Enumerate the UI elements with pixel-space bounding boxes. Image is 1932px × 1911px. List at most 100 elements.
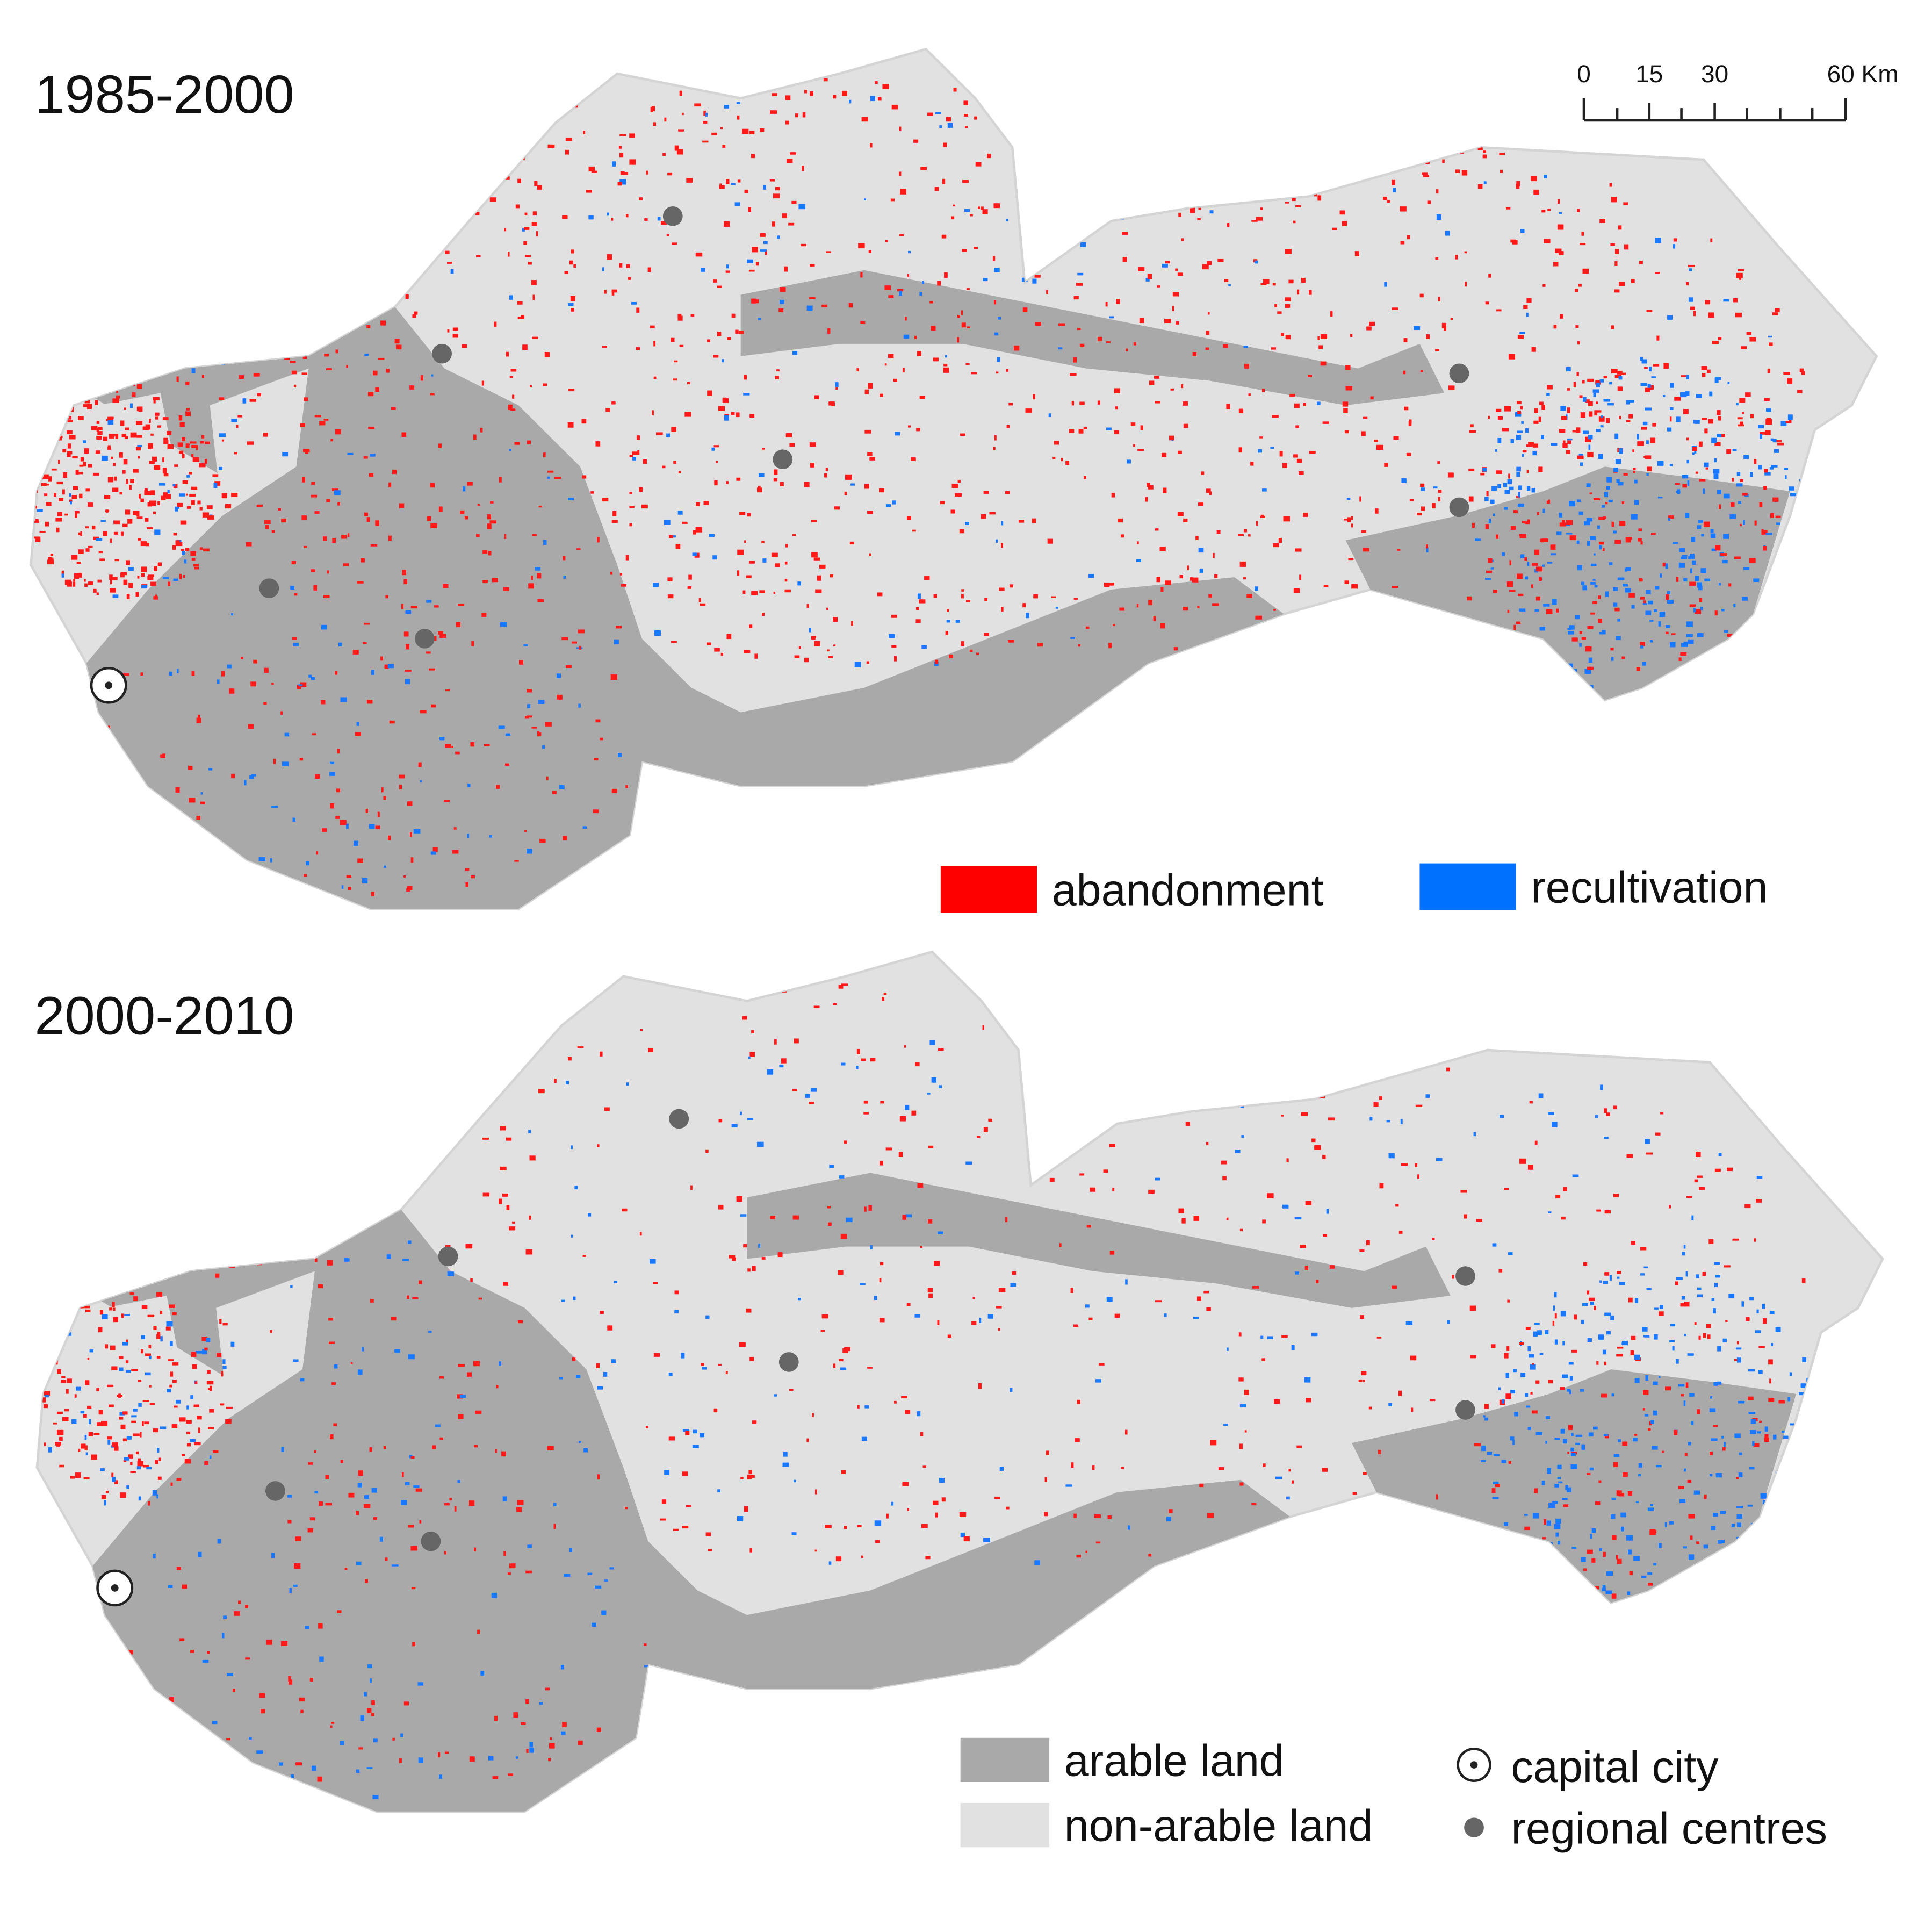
abandonment-patch [1686, 437, 1689, 441]
abandonment-patch [959, 529, 965, 534]
abandonment-patch [1366, 1240, 1370, 1246]
recultivation-patch [1643, 1335, 1650, 1338]
abandonment-patch [44, 1404, 48, 1409]
recultivation-patch [797, 581, 801, 586]
abandonment-patch [1283, 516, 1290, 522]
abandonment-patch [1296, 458, 1302, 463]
recultivation-patch [467, 834, 470, 838]
recultivation-patch [222, 1359, 226, 1364]
abandonment-patch [352, 288, 358, 292]
abandonment-patch [1133, 444, 1136, 447]
abandonment-patch [1403, 338, 1408, 342]
abandonment-patch [375, 825, 380, 830]
recultivation-patch [1650, 1420, 1654, 1424]
abandonment-patch [1047, 538, 1053, 544]
abandonment-patch [1252, 1285, 1259, 1289]
abandonment-patch [880, 1160, 883, 1166]
abandonment-patch [744, 1506, 748, 1512]
recultivation-patch [1518, 485, 1522, 490]
abandonment-patch [51, 440, 56, 442]
abandonment-patch [319, 421, 326, 426]
abandonment-patch [1198, 207, 1201, 210]
abandonment-patch [465, 868, 470, 871]
recultivation-patch [1553, 1305, 1555, 1311]
abandonment-patch [245, 1657, 250, 1660]
abandonment-patch [1255, 615, 1263, 620]
abandonment-patch [996, 1306, 1002, 1309]
abandonment-patch [1105, 301, 1108, 307]
recultivation-patch [1475, 538, 1481, 541]
abandonment-patch [565, 149, 569, 155]
recultivation-patch [1613, 468, 1618, 472]
recultivation-patch [1697, 1574, 1702, 1579]
recultivation-patch [1605, 1590, 1612, 1594]
recultivation-patch [1592, 389, 1599, 393]
abandonment-patch [1764, 469, 1768, 473]
recultivation-patch [1783, 545, 1785, 548]
abandonment-patch [1717, 679, 1720, 683]
abandonment-patch [153, 511, 156, 514]
recultivation-patch [1535, 1547, 1539, 1552]
abandonment-patch [334, 250, 338, 256]
recultivation-patch [1634, 1298, 1639, 1303]
abandonment-patch [1684, 1453, 1688, 1456]
recultivation-patch [539, 1702, 543, 1705]
map-panel [26, 49, 1876, 909]
recultivation-patch [308, 674, 312, 678]
abandonment-patch [1322, 1154, 1326, 1159]
recultivation-patch [1235, 1150, 1241, 1153]
abandonment-patch [1744, 627, 1750, 630]
abandonment-patch [714, 480, 718, 486]
abandonment-patch [1163, 103, 1169, 105]
abandonment-patch [457, 1394, 463, 1399]
recultivation-patch [104, 1500, 106, 1506]
abandonment-patch [1477, 147, 1483, 150]
abandonment-patch [886, 1513, 889, 1519]
abandonment-patch [207, 1650, 210, 1654]
abandonment-patch [998, 1328, 1000, 1331]
abandonment-patch [470, 742, 475, 747]
abandonment-patch [801, 243, 806, 247]
abandonment-patch [1062, 1043, 1066, 1047]
recultivation-patch [1445, 231, 1450, 236]
abandonment-patch [1517, 573, 1523, 579]
abandonment-patch [347, 533, 350, 537]
recultivation-patch [1614, 433, 1619, 439]
abandonment-patch [1689, 604, 1696, 607]
abandonment-patch [1262, 1219, 1266, 1224]
abandonment-patch [1618, 225, 1622, 230]
recultivation-patch [1776, 522, 1780, 525]
abandonment-patch [327, 1260, 333, 1266]
abandonment-patch [411, 1587, 416, 1590]
abandonment-patch [1246, 593, 1252, 598]
abandonment-patch [1784, 594, 1790, 599]
abandonment-patch [1165, 580, 1171, 585]
abandonment-patch [1190, 159, 1193, 162]
recultivation-patch [227, 1673, 234, 1676]
abandonment-patch [1205, 347, 1209, 350]
abandonment-patch [458, 1364, 465, 1367]
abandonment-patch [1519, 1158, 1526, 1164]
recultivation-patch [1686, 621, 1693, 627]
abandonment-patch [169, 1304, 176, 1308]
recultivation-patch [1734, 1433, 1741, 1438]
abandonment-patch [1532, 1410, 1538, 1414]
recultivation-patch [626, 1082, 629, 1086]
recultivation-patch [1761, 612, 1764, 617]
abandonment-patch [97, 1422, 103, 1426]
abandonment-patch [84, 583, 88, 587]
recultivation-patch [1802, 1357, 1806, 1362]
abandonment-patch [273, 261, 279, 264]
abandonment-patch [199, 547, 203, 550]
abandonment-patch [1533, 189, 1539, 195]
recultivation-patch [1771, 1343, 1774, 1346]
abandonment-patch [1079, 169, 1082, 174]
recultivation-patch [1610, 1315, 1614, 1320]
abandonment-patch [1526, 469, 1529, 473]
abandonment-patch [907, 1508, 910, 1511]
abandonment-patch [920, 1246, 922, 1248]
abandonment-patch [295, 1536, 301, 1541]
abandonment-patch [419, 1520, 422, 1524]
recultivation-patch [1524, 650, 1529, 656]
recultivation-patch [1532, 450, 1537, 456]
